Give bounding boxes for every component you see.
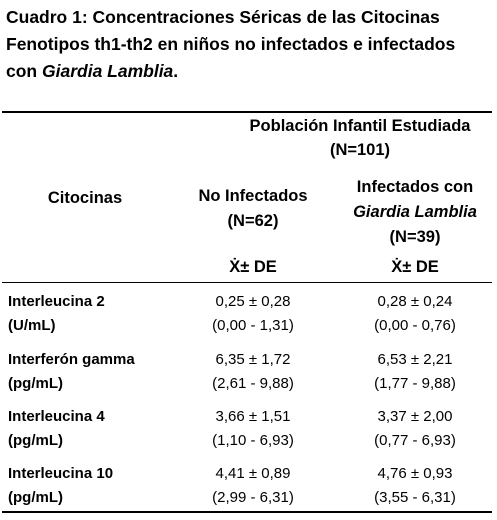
range: (2,61 - 9,88) [212, 375, 294, 392]
mean-sd: 4,76 ± 0,93 [377, 465, 453, 482]
range: (0,00 - 1,31) [212, 317, 294, 334]
range: (0,00 - 0,76) [374, 317, 456, 334]
header-group: Población Infantil Estudiada [249, 117, 471, 135]
row-label: (pg/mL) [8, 432, 63, 449]
header-rule [2, 282, 492, 283]
title-end: . [173, 61, 179, 81]
row-label: (pg/mL) [8, 489, 63, 506]
header-col2: Infectados con [356, 178, 474, 196]
range: (2,99 - 6,31) [212, 489, 294, 506]
title-italic: Giardia Lamblia [42, 61, 174, 81]
mean-sd: 4,41 ± 0,89 [215, 465, 291, 482]
header-stat: Ẋ± DE [229, 258, 277, 276]
header-col2-n: (N=39) [389, 228, 441, 246]
mean-sd: 3,66 ± 1,51 [215, 408, 291, 425]
header-first: Citocinas [47, 189, 123, 207]
header-col1-n: (N=62) [227, 212, 279, 230]
range: (0,77 - 6,93) [374, 432, 456, 449]
row-label: Interleucina 4 [8, 408, 105, 425]
title-text: Cuadro 1: Concentraciones Séricas de las… [6, 7, 456, 81]
bottom-rule [2, 511, 492, 513]
range: (1,77 - 9,88) [374, 375, 456, 392]
mean-sd: 0,25 ± 0,28 [215, 293, 291, 310]
row-label: (U/mL) [8, 317, 56, 334]
row-label: Interleucina 2 [8, 293, 105, 310]
range: (3,55 - 6,31) [374, 489, 456, 506]
table-title: Cuadro 1: Concentraciones Séricas de las… [6, 4, 476, 85]
range: (1,10 - 6,93) [212, 432, 294, 449]
row-label: Interleucina 10 [8, 465, 114, 482]
header-col1: No Infectados [198, 187, 308, 205]
top-rule [2, 111, 492, 113]
header-col2-italic: Giardia Lamblia [353, 203, 477, 221]
mean-sd: 3,37 ± 2,00 [377, 408, 453, 425]
mean-sd: 0,28 ± 0,24 [377, 293, 453, 310]
row-label: (pg/mL) [8, 375, 63, 392]
row-label: Interferón gamma [8, 351, 135, 368]
header-group-n: (N=101) [329, 141, 391, 159]
mean-sd: 6,53 ± 2,21 [377, 351, 453, 368]
mean-sd: 6,35 ± 1,72 [215, 351, 291, 368]
header-stat: Ẋ± DE [391, 258, 439, 276]
